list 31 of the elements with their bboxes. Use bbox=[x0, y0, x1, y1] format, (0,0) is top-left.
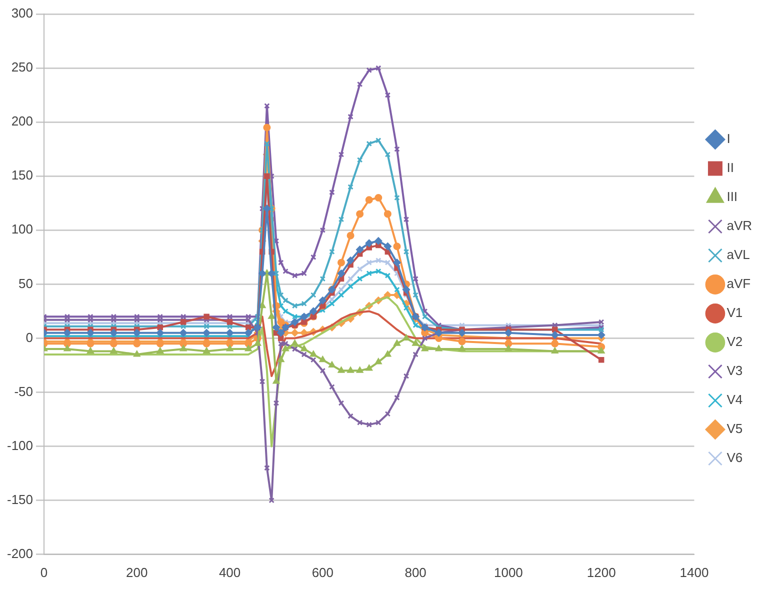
y-tick-label: 250 bbox=[11, 60, 34, 75]
legend-label: V3 bbox=[726, 363, 743, 378]
legend-label: III bbox=[726, 189, 738, 204]
legend-label: II bbox=[726, 160, 734, 176]
y-tick-label: 0 bbox=[26, 330, 34, 345]
y-tick-label: -150 bbox=[6, 492, 34, 507]
x-tick-label: 800 bbox=[404, 564, 426, 580]
x-tick-label: 600 bbox=[312, 564, 334, 580]
legend-label: V1 bbox=[726, 305, 743, 320]
legend-label: aVF bbox=[726, 276, 751, 292]
x-tick-label: 1400 bbox=[680, 564, 709, 580]
legend-label: V5 bbox=[726, 421, 743, 436]
y-tick-label: 200 bbox=[11, 114, 34, 129]
legend-label: V6 bbox=[726, 450, 743, 466]
y-tick-label: 300 bbox=[11, 6, 34, 21]
x-tick-label: 0 bbox=[40, 564, 48, 580]
legend-label: V4 bbox=[726, 392, 743, 408]
y-tick-label: -100 bbox=[6, 438, 34, 453]
legend-label: I bbox=[726, 131, 730, 146]
x-tick-label: 1000 bbox=[494, 564, 523, 580]
y-tick-label: -200 bbox=[6, 546, 34, 561]
y-tick-label: -50 bbox=[14, 384, 34, 399]
x-tick-label: 1200 bbox=[586, 564, 616, 580]
x-tick-label: 400 bbox=[218, 564, 241, 580]
y-tick-label: 100 bbox=[11, 222, 34, 237]
legend-label: aVR bbox=[726, 218, 752, 234]
y-tick-label: 50 bbox=[18, 276, 34, 291]
legend-label: V2 bbox=[726, 334, 743, 350]
y-tick-label: 150 bbox=[11, 168, 34, 183]
x-tick-label: 200 bbox=[126, 564, 148, 580]
legend-label: aVL bbox=[726, 247, 750, 262]
